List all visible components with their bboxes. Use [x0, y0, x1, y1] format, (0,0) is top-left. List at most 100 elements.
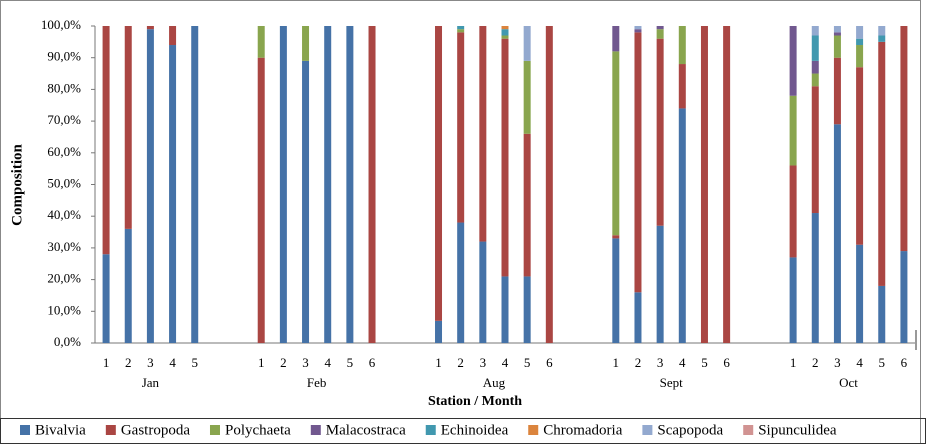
bar-segment [678, 108, 686, 343]
x-tick-label: 2 [280, 355, 287, 370]
x-tick-label: 6 [546, 355, 553, 370]
y-tick-label: 10,0% [47, 302, 81, 317]
x-tick-label: 1 [103, 355, 110, 370]
bar-segment [457, 29, 465, 33]
x-tick-label: 3 [834, 355, 841, 370]
bar-segment [124, 26, 132, 229]
x-tick-label: 3 [480, 355, 487, 370]
bar-segment [789, 26, 797, 96]
x-tick-label: 4 [502, 355, 509, 370]
bar-segment [302, 60, 310, 344]
bar-segment [612, 51, 620, 236]
x-axis-title: Station / Month [428, 394, 522, 409]
x-tick-label: 1 [613, 355, 620, 370]
legend-swatch [310, 425, 321, 435]
x-tick-label: 3 [657, 355, 664, 370]
bar-segment [368, 26, 376, 343]
bar-segment [501, 29, 509, 36]
legend-label: Malacostraca [326, 422, 406, 438]
legend-swatch [209, 425, 220, 435]
bar-segment [457, 26, 465, 30]
x-tick-label: 4 [856, 355, 863, 370]
x-tick-label: 4 [324, 355, 331, 370]
legend-swatch [425, 425, 436, 435]
legend-label: Chromadoria [543, 422, 622, 438]
bar-segment [523, 60, 531, 134]
bar-segment [545, 26, 553, 343]
bar-segment [435, 320, 443, 343]
bar-segment [612, 238, 620, 343]
x-tick-label: 1 [435, 355, 442, 370]
bar-segment [612, 235, 620, 239]
legend-swatch [743, 425, 754, 435]
x-tick-label: 2 [635, 355, 642, 370]
bar-segment [878, 41, 886, 286]
x-tick-label: 6 [723, 355, 730, 370]
bar-segment [833, 35, 841, 58]
bar-segment [257, 26, 265, 58]
x-tick-label: 5 [701, 355, 708, 370]
bar-segment [479, 26, 487, 242]
bar-segment [457, 222, 465, 343]
bar-segment [856, 244, 864, 343]
bar-segment [811, 26, 819, 36]
bar-segment [700, 26, 708, 343]
bar-segment [878, 285, 886, 343]
x-tick-label: 1 [790, 355, 797, 370]
x-tick-label: 6 [369, 355, 376, 370]
bar-segment [900, 26, 908, 252]
bar-segment [435, 26, 443, 321]
bar-segment [124, 228, 132, 343]
x-tick-label: 5 [524, 355, 531, 370]
bar-segment [856, 26, 864, 39]
legend-swatch [642, 425, 653, 435]
legend-label: Sipunculidea [758, 422, 837, 438]
y-tick-label: 100,0% [41, 17, 81, 32]
month-label: Aug [483, 375, 506, 390]
y-tick-label: 20,0% [47, 271, 81, 286]
bar-segment [169, 45, 177, 344]
bar-segment [102, 254, 110, 343]
bar-segment [146, 29, 154, 343]
bar-segment [191, 26, 199, 343]
bar-segment [634, 26, 642, 30]
month-label: Feb [307, 375, 327, 390]
y-tick-label: 50,0% [47, 175, 81, 190]
bar-segment [811, 213, 819, 343]
bar-segment [856, 38, 864, 46]
bar-segment [811, 73, 819, 87]
bar-segment [833, 124, 841, 344]
bar-segment [102, 26, 110, 255]
bar-segment [634, 292, 642, 343]
month-label: Oct [839, 375, 858, 390]
legend-swatch [105, 425, 116, 435]
bar-segment [634, 29, 642, 33]
bar-segment [479, 241, 487, 343]
bar-segment [833, 57, 841, 125]
x-tick-label: 2 [457, 355, 464, 370]
y-tick-label: 80,0% [47, 80, 81, 95]
y-axis-title: Composition [9, 144, 25, 226]
bar-segment [302, 26, 310, 61]
x-tick-label: 5 [879, 355, 886, 370]
bar-segment [811, 86, 819, 214]
x-tick-label: 4 [169, 355, 176, 370]
bar-segment [501, 35, 509, 39]
bar-segment [678, 26, 686, 65]
bar-segment [811, 60, 819, 74]
legend-label: Bivalvia [35, 422, 86, 438]
bar-segment [878, 35, 886, 42]
x-tick-label: 6 [901, 355, 908, 370]
bar-segment [457, 32, 465, 223]
month-label: Jan [142, 375, 160, 390]
bar-segment [656, 38, 664, 226]
x-tick-label: 3 [302, 355, 309, 370]
bar-segment [789, 165, 797, 258]
bar-segment [523, 276, 531, 343]
bar-segment [324, 26, 332, 343]
bar-segment [279, 26, 287, 343]
x-tick-label: 3 [147, 355, 154, 370]
bar-segment [501, 276, 509, 343]
bar-segment [878, 26, 886, 36]
